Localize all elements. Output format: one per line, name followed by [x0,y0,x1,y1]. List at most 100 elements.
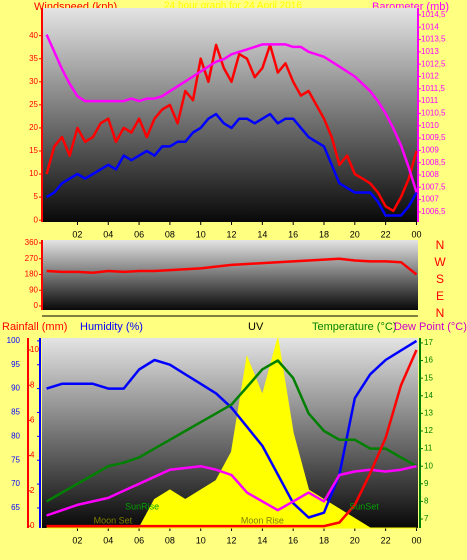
uv-label: UV [248,321,264,333]
y-tick-label: 90 [29,285,38,294]
annotation: SunSet [349,501,379,511]
y-tick-label: 1014,5 [421,10,446,19]
y-tick-label: 0 [30,521,35,530]
annotation: SunRise [125,501,159,511]
y-tick-label: 90 [11,384,20,393]
y-tick-label: 10 [30,345,39,354]
humidity-label: Humidity (%) [80,321,143,333]
y-tick-label: 6 [30,416,35,425]
y-tick-label: 16 [424,356,433,365]
chart-title: 24 hour graph for 24 April 2016 [164,1,302,12]
y-tick-label: 13 [424,408,433,417]
y-tick-label: 15 [424,373,433,382]
y-tick-label: 1010 [421,121,439,130]
series-line [45,112,418,217]
y-tick-label: 14 [424,391,433,400]
x-tick-label: 18 [319,535,329,545]
series-line [46,339,418,519]
plot-area [42,8,418,222]
x-tick-label: 20 [350,535,360,545]
y-tick-label: 10 [29,169,38,178]
x-tick-label: 12 [227,229,237,239]
y-tick-label: 1009 [421,145,439,154]
x-tick-label: 04 [103,229,113,239]
x-tick-label: 02 [72,229,82,239]
x-tick-label: 16 [288,229,298,239]
y-tick-label: 70 [11,479,20,488]
series-line [45,34,418,193]
y-tick-label: 65 [11,503,20,512]
y-tick-label: 7 [424,514,429,523]
x-tick-label: 16 [288,535,298,545]
y-tick-label: 85 [11,408,20,417]
y-tick-label: 2 [30,486,35,495]
x-tick-label: 20 [350,229,360,239]
y-tick-label: 30 [29,77,38,86]
x-tick-label: 14 [257,535,267,545]
x-tick-label: 00 [411,535,421,545]
y-tick-label: 8 [424,497,429,506]
x-tick-label: 18 [319,229,329,239]
y-tick-label: 1008 [421,170,439,179]
y-tick-label: 40 [29,31,38,40]
annotation: Moon Set [94,515,133,525]
y-tick-label: 1012,5 [421,59,446,68]
direction-label: E [436,289,444,303]
y-tick-label: 360 [25,238,39,247]
y-tick-label: 1009,5 [421,133,446,142]
direction-label: W [434,255,446,269]
y-tick-label: 1011 [421,96,439,105]
y-tick-label: 4 [30,451,35,460]
y-tick-label: 1011,5 [421,84,445,93]
y-tick-label: 180 [25,270,39,279]
y-tick-label: 0 [34,215,39,224]
y-tick-label: 80 [11,431,20,440]
y-tick-label: 1013,5 [421,35,446,44]
y-tick-label: 1007,5 [421,182,446,191]
y-tick-label: 5 [34,192,39,201]
y-tick-label: 270 [25,254,39,263]
y-tick-label: 1014 [421,22,439,31]
x-tick-label: 06 [134,535,144,545]
y-tick-label: 95 [11,360,20,369]
temperature-label: Temperature (°C) [312,321,396,333]
y-tick-label: 10 [424,461,433,470]
series-line [45,43,418,213]
x-tick-label: 12 [227,535,237,545]
series-line [45,359,418,503]
y-tick-label: 9 [424,479,429,488]
x-tick-label: 06 [134,229,144,239]
y-tick-label: 25 [29,100,38,109]
y-tick-label: 17 [424,338,433,347]
x-tick-label: 02 [72,535,82,545]
series-line [46,464,417,517]
y-tick-label: 11 [424,444,433,453]
rainfall-label: Rainfall (mm) [2,321,67,333]
y-tick-label: 8 [30,380,35,389]
series-line [46,257,418,276]
series-line [46,349,418,528]
y-tick-label: 12 [424,426,433,435]
x-tick-label: 00 [411,229,421,239]
y-tick-label: 1007 [421,195,439,204]
y-tick-label: 1013 [421,47,439,56]
y-tick-label: 75 [11,455,20,464]
direction-label: S [436,272,444,286]
annotation: Moon Rise [241,515,284,525]
direction-label: N [436,306,445,320]
y-tick-label: 1010,5 [421,109,446,118]
x-tick-label: 08 [165,535,175,545]
y-tick-label: 100 [7,336,21,345]
dewpoint-label: Dew Point (°C) [394,321,467,333]
y-tick-label: 15 [29,146,38,155]
x-tick-label: 08 [165,229,175,239]
x-tick-label: 22 [381,229,391,239]
y-tick-label: 1006,5 [421,207,446,216]
x-tick-label: 14 [257,229,267,239]
uv-area [46,337,417,529]
plot-area [42,240,418,310]
x-tick-label: 22 [381,535,391,545]
x-tick-label: 10 [196,229,206,239]
direction-label: N [436,238,445,252]
